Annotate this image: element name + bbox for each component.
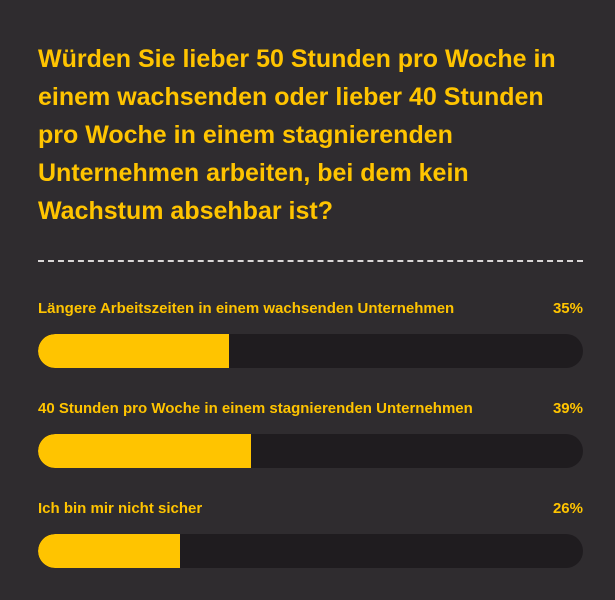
option-header: 40 Stunden pro Woche in einem stagnieren…	[38, 400, 583, 420]
poll-question: Würden Sie lieber 50 Stunden pro Woche i…	[38, 45, 556, 225]
poll-options: Längere Arbeitszeiten in einem wachsende…	[38, 300, 583, 568]
poll-option: Längere Arbeitszeiten in einem wachsende…	[38, 300, 583, 368]
option-percentage: 39%	[552, 400, 583, 417]
bar-fill	[38, 534, 180, 568]
bar-fill	[38, 434, 251, 468]
poll-option: 40 Stunden pro Woche in einem stagnieren…	[38, 400, 583, 468]
option-label: Längere Arbeitszeiten in einem wachsende…	[38, 300, 455, 317]
bar-track	[38, 534, 583, 568]
option-percentage: 26%	[552, 500, 583, 517]
bar-track	[38, 334, 583, 368]
poll-option: Ich bin mir nicht sicher 26%	[38, 500, 583, 568]
option-header: Längere Arbeitszeiten in einem wachsende…	[38, 300, 583, 320]
option-label: Ich bin mir nicht sicher	[38, 500, 203, 517]
dashed-divider	[38, 260, 583, 262]
bar-fill	[38, 334, 229, 368]
bar-track	[38, 434, 583, 468]
option-percentage: 35%	[552, 300, 583, 317]
option-header: Ich bin mir nicht sicher 26%	[38, 500, 583, 520]
option-label: 40 Stunden pro Woche in einem stagnieren…	[38, 400, 473, 417]
